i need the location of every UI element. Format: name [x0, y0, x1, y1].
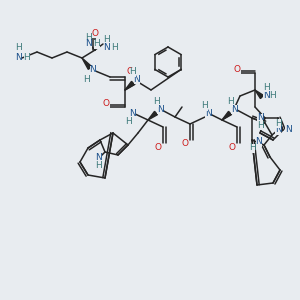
Text: N: N — [90, 65, 96, 74]
Text: H: H — [153, 98, 159, 106]
Text: N: N — [256, 137, 262, 146]
Text: H: H — [94, 40, 100, 49]
Polygon shape — [82, 58, 92, 69]
Text: N: N — [205, 109, 212, 118]
Text: H: H — [130, 68, 136, 76]
Polygon shape — [255, 90, 264, 99]
Text: H: H — [249, 143, 255, 152]
Text: H: H — [270, 91, 276, 100]
Text: O: O — [229, 142, 236, 152]
Text: O: O — [233, 64, 241, 74]
Text: H: H — [226, 98, 233, 106]
Polygon shape — [148, 111, 158, 120]
Text: H: H — [262, 82, 269, 91]
Text: H: H — [274, 118, 281, 127]
Text: N: N — [15, 53, 21, 62]
Polygon shape — [222, 111, 231, 120]
Text: H: H — [256, 121, 263, 130]
Text: N: N — [274, 125, 281, 134]
Text: H: H — [85, 34, 92, 43]
Text: H: H — [126, 116, 132, 125]
Text: H: H — [24, 53, 30, 62]
Text: O: O — [154, 142, 161, 152]
Text: H: H — [202, 101, 208, 110]
Text: H: H — [96, 160, 102, 169]
Text: H: H — [103, 35, 110, 44]
Text: N: N — [262, 91, 269, 100]
Text: N: N — [231, 104, 237, 113]
Text: N: N — [285, 125, 291, 134]
Text: O: O — [92, 28, 98, 38]
Text: O: O — [103, 98, 110, 107]
Text: N: N — [134, 74, 140, 83]
Text: N: N — [96, 154, 102, 163]
Text: N: N — [103, 43, 110, 52]
Text: H: H — [15, 44, 21, 52]
Text: H: H — [111, 43, 117, 52]
Text: N: N — [85, 40, 92, 49]
Polygon shape — [125, 81, 134, 90]
Text: H: H — [84, 74, 90, 83]
Text: N: N — [256, 113, 263, 122]
Text: N: N — [157, 104, 164, 113]
Text: O: O — [127, 68, 134, 76]
Text: O: O — [182, 139, 188, 148]
Text: N: N — [130, 109, 136, 118]
